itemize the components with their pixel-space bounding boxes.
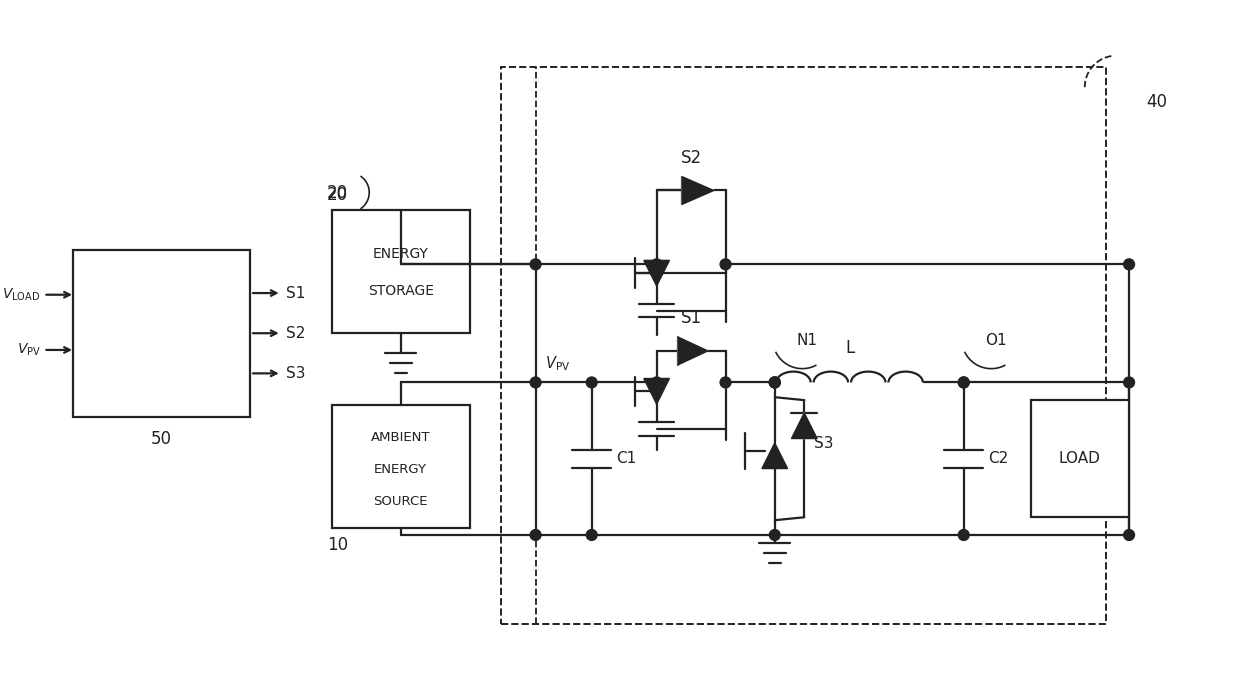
Circle shape <box>531 377 541 388</box>
Polygon shape <box>682 177 714 204</box>
Text: $V_{\rm PV}$: $V_{\rm PV}$ <box>546 354 570 373</box>
Text: ENERGY: ENERGY <box>374 462 428 475</box>
Bar <box>73 249 250 417</box>
Polygon shape <box>761 443 787 468</box>
Circle shape <box>651 377 662 388</box>
Text: 20: 20 <box>327 184 348 202</box>
Circle shape <box>769 377 780 388</box>
Text: AMBIENT: AMBIENT <box>371 430 430 444</box>
Bar <box>1030 400 1130 517</box>
Circle shape <box>531 529 541 541</box>
Text: $V_{\rm PV}$: $V_{\rm PV}$ <box>16 342 41 358</box>
Text: S1: S1 <box>285 286 305 301</box>
Text: 50: 50 <box>151 430 172 448</box>
Bar <box>332 405 470 528</box>
Text: SOURCE: SOURCE <box>373 495 428 507</box>
Bar <box>332 210 470 333</box>
Polygon shape <box>678 337 708 365</box>
Circle shape <box>720 377 730 388</box>
Polygon shape <box>791 413 817 439</box>
Circle shape <box>959 377 970 388</box>
Circle shape <box>587 529 598 541</box>
Text: C2: C2 <box>988 451 1008 466</box>
Text: S2: S2 <box>681 149 702 167</box>
Text: S2: S2 <box>285 326 305 341</box>
Text: STORAGE: STORAGE <box>368 284 434 299</box>
Circle shape <box>769 377 780 388</box>
Circle shape <box>1123 259 1135 270</box>
Text: LOAD: LOAD <box>1059 451 1101 466</box>
Text: L: L <box>844 339 854 357</box>
Polygon shape <box>644 261 670 286</box>
Text: S1: S1 <box>681 309 702 327</box>
Text: S3: S3 <box>815 437 833 451</box>
Text: $V_{\rm LOAD}$: $V_{\rm LOAD}$ <box>2 286 41 303</box>
Text: 20: 20 <box>327 186 348 204</box>
Circle shape <box>959 377 970 388</box>
Text: O1: O1 <box>986 333 1007 348</box>
Text: S3: S3 <box>285 366 305 381</box>
Circle shape <box>587 377 598 388</box>
Text: 10: 10 <box>327 536 348 554</box>
Text: 40: 40 <box>1146 93 1167 111</box>
Polygon shape <box>678 337 708 365</box>
Bar <box>501 67 1106 624</box>
Circle shape <box>769 529 780 541</box>
Text: N1: N1 <box>796 333 817 348</box>
Text: C1: C1 <box>616 451 636 466</box>
Circle shape <box>769 377 780 388</box>
Circle shape <box>959 529 970 541</box>
Polygon shape <box>791 413 817 439</box>
Polygon shape <box>644 378 670 404</box>
Circle shape <box>1123 529 1135 541</box>
Circle shape <box>651 259 662 270</box>
Circle shape <box>1123 377 1135 388</box>
Circle shape <box>531 259 541 270</box>
Polygon shape <box>682 177 714 204</box>
Circle shape <box>720 259 730 270</box>
Text: ENERGY: ENERGY <box>373 247 429 261</box>
